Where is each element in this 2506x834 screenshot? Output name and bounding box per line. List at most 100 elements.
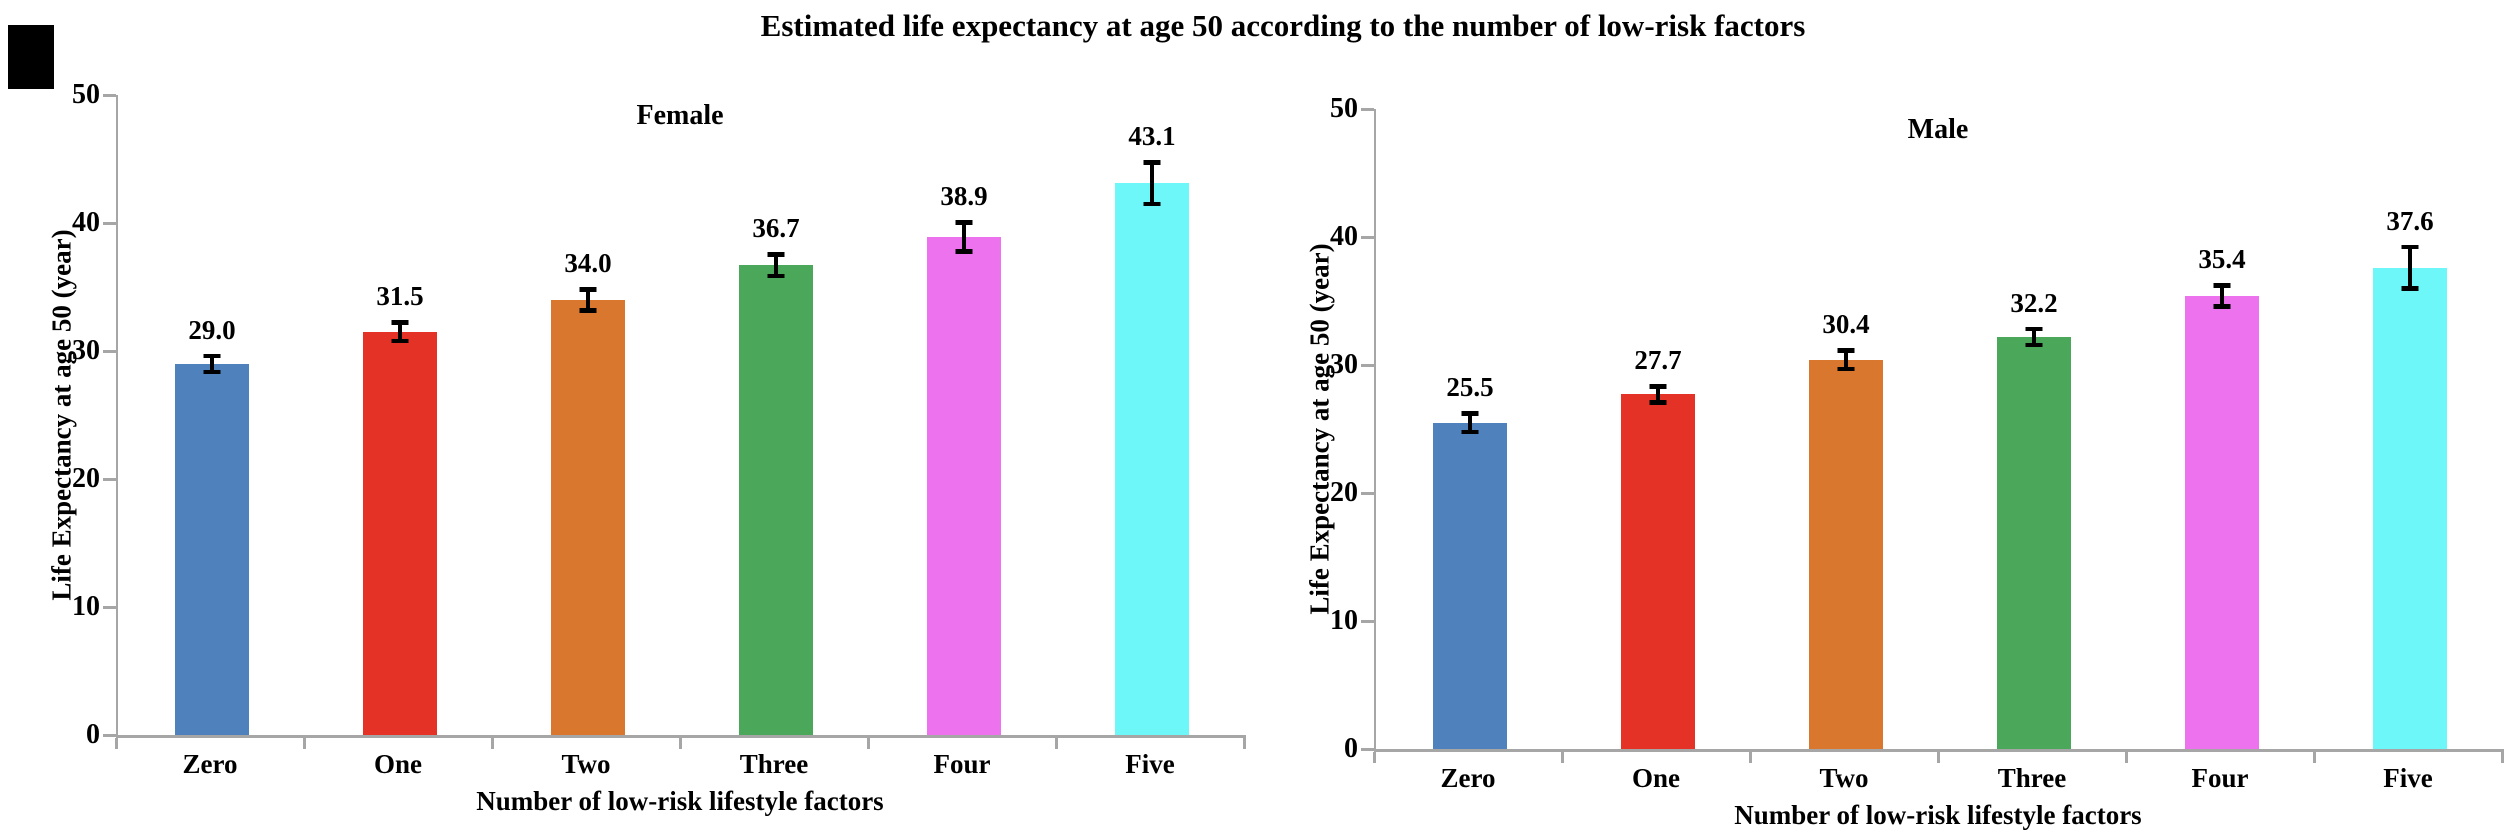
error-bar-top-cap xyxy=(391,320,409,325)
x-tick-mark xyxy=(115,738,118,749)
y-tick-label: 0 xyxy=(86,719,100,750)
bar-one xyxy=(363,331,437,735)
bar-zero xyxy=(1433,422,1507,749)
error-bar xyxy=(1844,348,1848,372)
error-bar xyxy=(398,320,402,344)
y-tick-label: 20 xyxy=(1330,477,1358,508)
error-bar-top-cap xyxy=(579,287,597,292)
y-tick-label: 40 xyxy=(1330,221,1358,252)
y-tick-label: 10 xyxy=(72,591,100,622)
x-tick-mark xyxy=(2125,752,2128,763)
x-tick-mark xyxy=(491,738,494,749)
bar-three xyxy=(739,265,813,735)
y-tick-mark xyxy=(1361,747,1374,751)
y-tick-mark xyxy=(1361,235,1374,239)
error-bar xyxy=(962,220,966,254)
value-label: 31.5 xyxy=(376,281,424,312)
bar-one xyxy=(1621,394,1695,749)
error-bar-bottom-cap xyxy=(579,308,597,313)
error-bar-bottom-cap xyxy=(2401,286,2419,291)
x-tick-mark xyxy=(679,738,682,749)
error-bar-top-cap xyxy=(1649,384,1667,389)
y-tick-mark xyxy=(103,477,116,481)
value-label: 37.6 xyxy=(2386,205,2434,236)
error-bar-bottom-cap xyxy=(955,249,973,254)
error-bar xyxy=(774,252,778,279)
y-tick-mark xyxy=(103,349,116,353)
category-label: Five xyxy=(2383,763,2433,793)
error-bar-top-cap xyxy=(767,252,785,257)
y-tick-label: 30 xyxy=(72,335,100,366)
error-bar xyxy=(1150,160,1154,207)
error-bar-top-cap xyxy=(1461,411,1479,416)
x-axis-label: Number of low-risk lifestyle factors xyxy=(1734,800,2142,830)
value-label: 34.0 xyxy=(564,248,612,278)
category-label: Three xyxy=(1997,763,2067,793)
y-tick-label: 0 xyxy=(1344,733,1358,764)
value-label: 29.0 xyxy=(188,314,236,345)
y-tick-label: 40 xyxy=(72,207,100,238)
y-tick-mark xyxy=(1361,363,1374,367)
y-tick-mark xyxy=(103,221,116,225)
x-tick-mark xyxy=(2313,752,2316,763)
error-bar-bottom-cap xyxy=(2025,342,2043,348)
y-tick-mark xyxy=(103,605,116,609)
category-label: Three xyxy=(739,749,809,779)
x-tick-mark xyxy=(2501,752,2504,763)
error-bar-bottom-cap xyxy=(767,273,785,279)
y-axis-label: Life Expectancy at age 50 (year) xyxy=(46,229,77,601)
bar-four xyxy=(927,237,1001,735)
x-axis-label: Number of low-risk lifestyle factors xyxy=(476,786,884,816)
error-bar-bottom-cap xyxy=(2213,304,2231,309)
error-bar-top-cap xyxy=(2213,283,2231,288)
female-chart-panel: Life Expectancy at age 50 (year) Female … xyxy=(28,50,1246,820)
error-bar xyxy=(1656,384,1660,405)
category-label: One xyxy=(1631,763,1681,793)
male-chart-panel: Life Expectancy at age 50 (year) Male 25… xyxy=(1286,64,2504,834)
error-bar-bottom-cap xyxy=(1837,366,1855,372)
x-tick-mark xyxy=(1055,738,1058,749)
error-bar-top-cap xyxy=(203,353,221,359)
error-bar-top-cap xyxy=(1143,160,1161,165)
error-bar-bottom-cap xyxy=(1143,201,1161,207)
panel-title-female: Female xyxy=(636,100,724,131)
x-tick-mark xyxy=(1373,752,1376,763)
y-tick-label: 10 xyxy=(1330,605,1358,636)
plot-area: 25.5 27.7 30.4 32.2 35.4 37.6 xyxy=(1374,109,2504,752)
y-axis-label: Life Expectancy at age 50 (year) xyxy=(1304,243,1335,615)
category-label: Zero xyxy=(1440,763,1496,793)
category-label: Four xyxy=(2191,763,2249,793)
y-tick-label: 30 xyxy=(1330,349,1358,380)
redaction-box xyxy=(8,25,54,89)
bar-five xyxy=(1115,183,1189,735)
value-label: 36.7 xyxy=(752,213,800,244)
y-tick-mark xyxy=(1361,107,1374,111)
value-label: 25.5 xyxy=(1446,372,1494,403)
error-bar-top-cap xyxy=(955,220,973,225)
error-bar xyxy=(210,353,214,375)
x-tick-mark xyxy=(1749,752,1752,763)
plot-area: 29.0 31.5 34.0 36.7 38.9 43.1 xyxy=(116,95,1246,738)
x-tick-mark xyxy=(1937,752,1940,763)
bar-five xyxy=(2373,267,2447,749)
error-bar-top-cap xyxy=(1837,348,1855,353)
value-label: 30.4 xyxy=(1822,309,1870,340)
error-bar-bottom-cap xyxy=(1461,429,1479,435)
page-title: Estimated life expectancy at age 50 acco… xyxy=(760,8,1806,43)
bar-three xyxy=(1997,336,2071,749)
error-bar xyxy=(1468,411,1472,435)
x-tick-mark xyxy=(303,738,306,749)
error-bar-bottom-cap xyxy=(391,338,409,344)
y-tick-mark xyxy=(1361,491,1374,495)
category-label: Two xyxy=(561,749,611,779)
y-tick-label: 50 xyxy=(72,79,100,110)
category-label: Zero xyxy=(182,749,238,779)
category-label: Two xyxy=(1819,763,1869,793)
y-tick-mark xyxy=(1361,619,1374,623)
value-label: 38.9 xyxy=(940,181,988,212)
value-label: 35.4 xyxy=(2198,244,2246,275)
value-label: 43.1 xyxy=(1128,121,1176,152)
category-label: One xyxy=(373,749,423,779)
y-tick-mark xyxy=(103,733,116,737)
category-label: Four xyxy=(933,749,991,779)
